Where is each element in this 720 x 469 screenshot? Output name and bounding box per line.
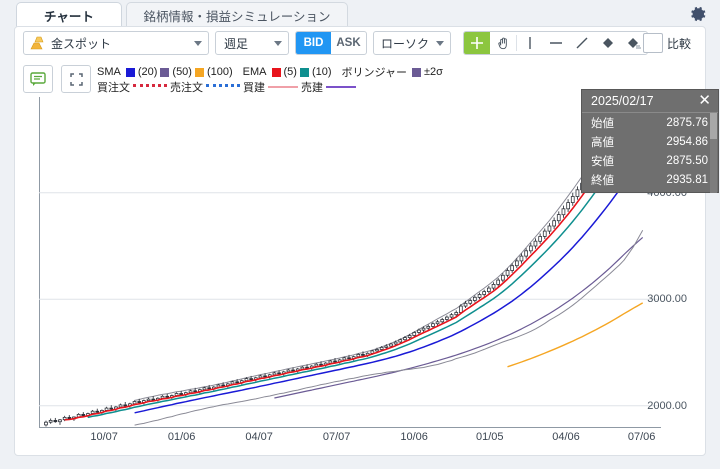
chevron-down-icon [274, 40, 282, 46]
chart-toolbar: 金スポット 週足 BID ASK ローソク [15, 31, 707, 59]
sma-50-period: (50) [172, 66, 192, 78]
legend-row-orders: 買注文 売注文 買建 売建 [97, 79, 359, 95]
close-value: 2935.81 [666, 173, 708, 186]
sma-50-swatch [160, 67, 170, 77]
tab-symbol-info[interactable]: 銘柄情報・損益シミュレーション [126, 2, 348, 28]
x-axis-tick-label: 01/05 [475, 431, 504, 443]
expand-icon[interactable] [61, 65, 91, 93]
compare-checkbox[interactable] [643, 33, 663, 53]
legend-text: SMA (20) (50) (100) EMA (5) (10) ボリンジャー … [97, 63, 697, 97]
open-label: 始値 [591, 117, 614, 130]
drawing-tools [463, 31, 648, 55]
x-axis-tick-label: 10/06 [400, 431, 428, 443]
ema-10-period: (10) [311, 66, 332, 78]
tooltip-scroll-thumb[interactable] [710, 113, 717, 139]
buy-order-line [133, 84, 167, 90]
x-axis-tick-label: 04/06 [552, 431, 580, 443]
gear-icon[interactable] [688, 4, 708, 24]
long-position-label: 買建 [243, 82, 265, 94]
long-position-line [268, 86, 298, 88]
x-axis-tick-label: 01/06 [167, 431, 196, 443]
tab-chart[interactable]: チャート [16, 2, 122, 28]
period-selector[interactable]: 週足 [215, 31, 289, 55]
tooltip-row-open: 始値 2875.76 [582, 113, 718, 132]
tooltip-row-high: 高値 2954.86 [582, 132, 718, 151]
bollinger-swatch [411, 67, 421, 77]
chart-card: 金スポット 週足 BID ASK ローソク [14, 26, 719, 456]
tool-separator [516, 35, 517, 51]
short-position-line [326, 86, 356, 88]
bollinger-sigma: ±2σ [423, 66, 443, 78]
chart-type-label: ローソク [381, 36, 430, 51]
symbol-label: 金スポット [51, 36, 112, 51]
ohlc-tooltip[interactable]: 2025/02/17 ✕ 始値 2875.76 高値 2954.86 安値 28… [581, 89, 719, 193]
buy-order-label: 買注文 [97, 82, 130, 94]
memo-icon[interactable] [23, 65, 53, 93]
close-icon[interactable]: ✕ [698, 92, 711, 109]
erase-all-tool[interactable] [621, 32, 647, 54]
y-axis-tick-label: 3000.00 [647, 293, 687, 306]
sma-100-swatch [194, 67, 204, 77]
close-label: 終値 [591, 174, 614, 187]
ema-5-period: (5) [283, 66, 297, 78]
period-label: 週足 [224, 36, 249, 51]
gold-bars-icon [30, 36, 44, 50]
high-value: 2954.86 [666, 135, 708, 148]
sma-20-swatch [125, 67, 135, 77]
sell-order-line [206, 84, 240, 90]
tab-bar: チャート 銘柄情報・損益シミュレーション [0, 0, 720, 28]
low-label: 安値 [591, 155, 614, 168]
chart-type-selector[interactable]: ローソク [373, 31, 451, 55]
ema-label: EMA [242, 66, 267, 78]
x-axis-labels: 10/07 01/06 04/07 07/07 10/06 01/05 04/06 07/06 [23, 431, 699, 449]
indicator-legend: SMA (20) (50) (100) EMA (5) (10) ボリンジャー … [23, 63, 699, 97]
tab-symbol-info-label: 銘柄情報・損益シミュレーション [143, 10, 331, 24]
sell-order-label: 売注文 [170, 82, 203, 94]
ask-button[interactable]: ASK [336, 37, 361, 49]
bid-button[interactable]: BID [296, 32, 331, 54]
trend-line-tool[interactable] [569, 32, 595, 54]
x-axis-tick-label: 07/06 [627, 431, 656, 443]
y-axis-line [39, 97, 40, 428]
short-position-label: 売建 [301, 82, 323, 94]
eraser-tool[interactable] [595, 32, 621, 54]
horizontal-line-tool[interactable] [543, 32, 569, 54]
tooltip-row-low: 安値 2875.50 [582, 151, 718, 170]
x-axis-tick-label: 07/07 [322, 431, 351, 443]
chevron-down-icon [194, 40, 202, 46]
y-axis-tick-label: 2000.00 [647, 399, 687, 412]
plot-svg [39, 97, 659, 427]
bid-ask-toggle[interactable]: BID ASK [295, 31, 367, 55]
legend-row-indicators: SMA (20) (50) (100) EMA (5) (10) ボリンジャー … [97, 64, 443, 80]
open-value: 2875.76 [666, 116, 708, 129]
x-axis-tick-label: 04/07 [245, 431, 273, 443]
vertical-line-tool[interactable] [517, 32, 543, 54]
plot-area[interactable] [39, 97, 659, 427]
ema-10-swatch [299, 67, 309, 77]
sma-20-period: (20) [137, 66, 158, 78]
symbol-selector[interactable]: 金スポット [23, 31, 209, 55]
ema-5-swatch [271, 67, 281, 77]
crosshair-tool[interactable] [464, 32, 490, 54]
sma-label: SMA [97, 66, 121, 78]
hand-tool[interactable] [490, 32, 516, 54]
tooltip-scrollbar[interactable] [710, 113, 717, 193]
tab-chart-label: チャート [44, 10, 94, 24]
tooltip-header: 2025/02/17 ✕ [582, 90, 718, 113]
sma-100-period: (100) [206, 66, 233, 78]
high-label: 高値 [591, 136, 614, 149]
chevron-down-icon [436, 40, 444, 46]
low-value: 2875.50 [666, 154, 708, 167]
tooltip-row-close: 終値 2935.81 [582, 170, 718, 189]
x-axis-tick-label: 10/07 [90, 431, 118, 443]
compare-label: 比較 [667, 37, 692, 51]
x-axis-line [39, 427, 661, 428]
bollinger-label: ボリンジャー [341, 67, 407, 79]
tooltip-date: 2025/02/17 [591, 94, 654, 108]
